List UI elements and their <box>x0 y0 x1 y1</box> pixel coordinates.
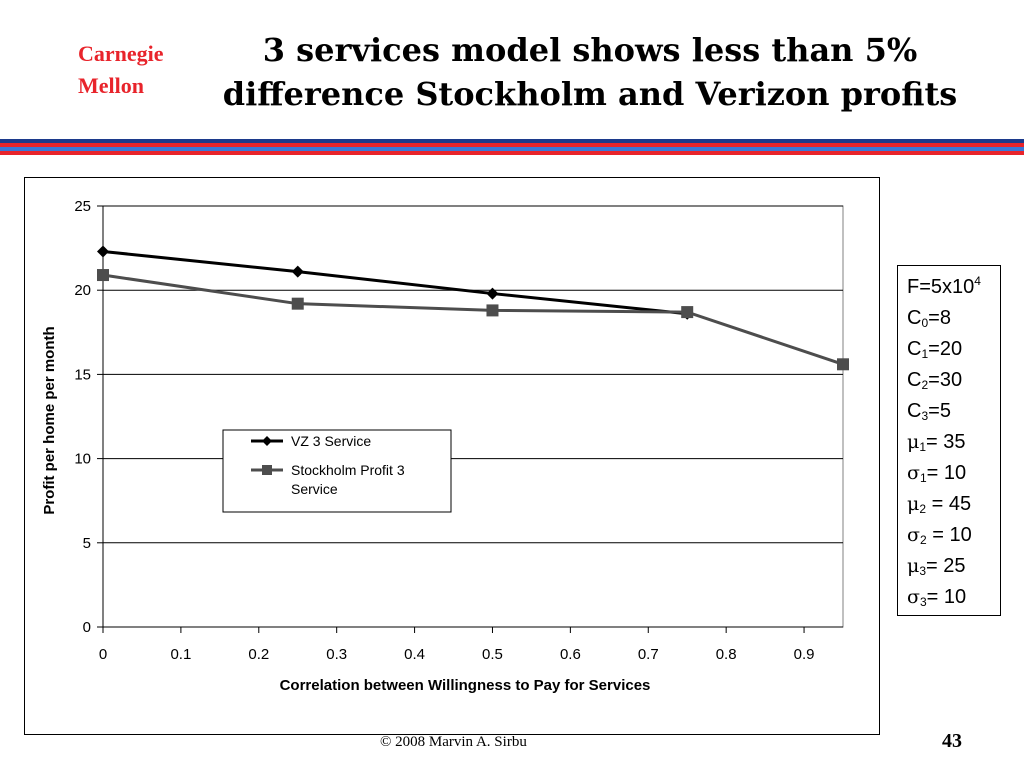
param-row: F=5x104 <box>907 272 1000 303</box>
chart-frame: 0 5 10 15 20 25 0 0.1 0.2 0.3 0.4 0.5 0.6 0.7 0.8 0.9 Co… <box>24 177 880 735</box>
param-value: = 10 <box>926 586 967 608</box>
param-row: μ3= 25 <box>907 551 1000 582</box>
param-value: =20 <box>928 338 963 360</box>
legend-label: VZ 3 Service <box>291 433 371 449</box>
data-point-stockholm <box>837 358 849 371</box>
logo-line-1: Carnegie <box>78 41 164 66</box>
data-point-stockholm <box>681 306 694 319</box>
param-row: μ2 = 45 <box>907 489 1000 520</box>
slide-title-line-2: difference Stockholm and Verizon profits <box>222 75 958 113</box>
y-tick-label: 5 <box>83 535 91 552</box>
legend-marker-diamond <box>262 436 272 446</box>
y-tick-label: 15 <box>74 366 91 383</box>
param-value: = 25 <box>926 555 966 577</box>
y-tick-label: 10 <box>74 451 91 468</box>
legend-label: Service <box>291 481 338 497</box>
param-superscript: 4 <box>974 274 981 288</box>
data-point-vz <box>486 287 499 300</box>
x-tick-label: 0.5 <box>482 646 503 663</box>
param-value: = 10 <box>926 462 967 484</box>
x-tick-label: 0.7 <box>638 646 659 663</box>
param-symbol: σ <box>907 462 920 484</box>
slide-title: 3 services model shows less than 5% diff… <box>190 28 990 116</box>
param-symbol: C <box>907 400 922 422</box>
param-subscript: 3 <box>919 595 927 609</box>
param-symbol: μ <box>907 555 920 577</box>
legend-marker-square <box>262 465 272 475</box>
param-subscript: 1 <box>919 471 927 485</box>
x-tick-label: 0.9 <box>794 646 815 663</box>
data-point-stockholm <box>97 269 109 282</box>
data-point-vz <box>97 245 109 258</box>
param-symbol: C <box>907 369 922 391</box>
x-tick-label: 0.6 <box>560 646 581 663</box>
param-value: =5x10 <box>919 276 975 298</box>
param-symbol: μ <box>907 493 920 515</box>
series-line-1 <box>102 249 688 316</box>
carnegie-mellon-logo: Carnegie Mellon <box>78 38 164 102</box>
param-value: = 10 <box>926 524 972 546</box>
x-tick-label: 0 <box>99 646 107 663</box>
x-tick-label: 0.4 <box>404 646 425 663</box>
logo-line-2: Mellon <box>78 73 144 98</box>
param-value: = 45 <box>926 493 972 515</box>
param-row: C0=8 <box>907 303 1000 334</box>
param-subscript: 3 <box>919 564 927 578</box>
param-symbol: σ <box>907 586 920 608</box>
param-symbol: F <box>907 276 920 298</box>
data-point-vz <box>291 265 304 278</box>
param-symbol: C <box>907 307 922 329</box>
header-stripe <box>0 151 1024 155</box>
param-row: σ1= 10 <box>907 458 1000 489</box>
profit-line-chart: 0 5 10 15 20 25 0 0.1 0.2 0.3 0.4 0.5 0.6 0.7 0.8 0.9 Co… <box>41 198 849 694</box>
y-tick-label: 25 <box>74 198 91 215</box>
param-subscript: 2 <box>919 533 927 547</box>
data-point-stockholm <box>486 304 499 317</box>
param-symbol: C <box>907 338 922 360</box>
param-subscript: 2 <box>921 378 929 392</box>
x-axis-title: Correlation between Willingness to Pay f… <box>280 677 651 694</box>
page-number: 43 <box>942 730 962 752</box>
header-stripe <box>0 147 1024 151</box>
param-subscript: 1 <box>921 347 929 361</box>
param-row: σ2 = 10 <box>907 520 1000 551</box>
x-tick-label: 0.3 <box>326 646 347 663</box>
plot-area <box>102 205 844 628</box>
param-subscript: 0 <box>921 316 929 330</box>
x-tick-label: 0.8 <box>716 646 737 663</box>
header-stripe <box>0 139 1024 143</box>
param-symbol: μ <box>907 431 920 453</box>
param-row: C1=20 <box>907 334 1000 365</box>
copyright-footer: © 2008 Marvin A. Sirbu <box>380 734 527 750</box>
x-tick-label: 0.1 <box>170 646 191 663</box>
y-tick-label: 0 <box>83 619 91 636</box>
param-subscript: 1 <box>919 440 927 454</box>
param-value: =5 <box>928 400 951 422</box>
param-value: =8 <box>928 307 951 329</box>
param-row: C2=30 <box>907 365 1000 396</box>
param-value: = 35 <box>926 431 966 453</box>
param-subscript: 2 <box>919 502 927 516</box>
legend-label: Stockholm Profit 3 <box>291 462 405 478</box>
header-divider-stripes <box>0 139 1024 155</box>
y-tick-label: 20 <box>74 282 91 299</box>
param-symbol: σ <box>907 524 920 546</box>
param-row: C3=5 <box>907 396 1000 427</box>
param-subscript: 3 <box>921 409 929 423</box>
y-axis-title: Profit per home per month <box>41 326 58 514</box>
data-point-stockholm <box>291 297 304 310</box>
param-row: σ3= 10 <box>907 582 1000 613</box>
param-row: μ1= 35 <box>907 427 1000 458</box>
x-tick-label: 0.2 <box>248 646 269 663</box>
header-stripe <box>0 143 1024 147</box>
slide-title-line-1: 3 services model shows less than 5% <box>262 31 918 69</box>
model-parameters-box: F=5x104 C0=8 C1=20 C2=30 C3=5 μ1= 35 σ1= 10 μ2 … <box>897 265 1001 616</box>
param-value: =30 <box>928 369 963 391</box>
